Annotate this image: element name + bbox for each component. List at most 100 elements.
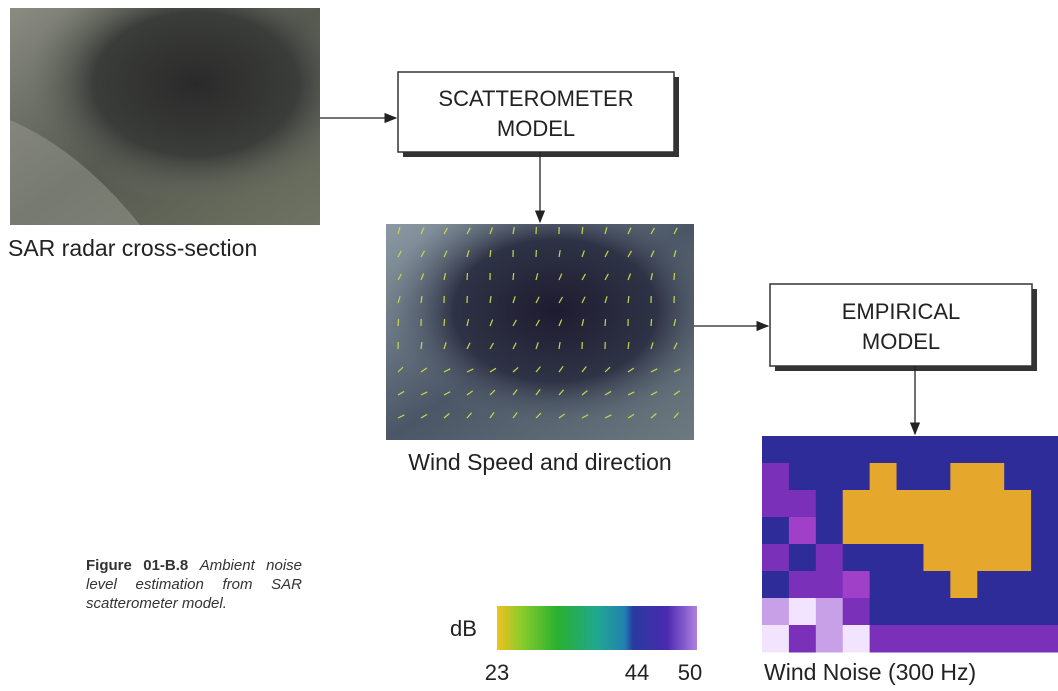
model-label: EMPIRICAL (842, 299, 961, 324)
colorbar-unit: dB (450, 616, 477, 641)
noise-cell (1031, 490, 1058, 518)
noise-cell (977, 571, 1004, 599)
noise-cell (897, 544, 924, 572)
noise-cell (977, 490, 1004, 518)
colorbar-tick: 44 (625, 660, 649, 685)
noise-cell (816, 625, 843, 653)
sar-image (10, 8, 320, 225)
noise-cell (762, 517, 789, 545)
noise-cell (897, 598, 924, 626)
noise-cell (950, 490, 977, 518)
noise-cell (977, 517, 1004, 545)
noise-cell (870, 598, 897, 626)
noise-cell (1004, 571, 1031, 599)
noise-cell (977, 436, 1004, 464)
colorbar (497, 606, 697, 650)
noise-cell (1004, 490, 1031, 518)
noise-cell (762, 490, 789, 518)
noise-cell (977, 598, 1004, 626)
noise-cell (789, 598, 816, 626)
image-caption: SAR radar cross-section (8, 235, 257, 261)
noise-cell (1031, 571, 1058, 599)
image-caption: Wind Speed and direction (408, 449, 671, 475)
noise-cell (789, 517, 816, 545)
wind-vector (605, 319, 606, 326)
noise-cell (843, 436, 870, 464)
noise-cell (1031, 598, 1058, 626)
noise-cell (789, 463, 816, 491)
noise-cell (870, 490, 897, 518)
wind-vector (490, 250, 491, 257)
noise-cell (977, 544, 1004, 572)
noise-cell (762, 571, 789, 599)
noise-cell (897, 517, 924, 545)
noise-cell (816, 598, 843, 626)
noise-cell (1004, 598, 1031, 626)
noise-cell (789, 625, 816, 653)
noise-cell (950, 436, 977, 464)
noise-cell (897, 463, 924, 491)
noise-cell (923, 544, 950, 572)
noise-cell (897, 490, 924, 518)
noise-cell (923, 436, 950, 464)
noise-cell (977, 463, 1004, 491)
noise-cell (789, 436, 816, 464)
diagram-page: SAR radar cross-section SCATTEROMETER MO… (0, 0, 1058, 691)
noise-cell (923, 625, 950, 653)
noise-cell (977, 625, 1004, 653)
noise-cell (1031, 517, 1058, 545)
wind-vector (513, 273, 514, 280)
noise-cell (950, 517, 977, 545)
noise-cell (816, 517, 843, 545)
noise-cell (816, 436, 843, 464)
noise-cell (897, 571, 924, 599)
noise-cell (950, 571, 977, 599)
noise-cell (843, 490, 870, 518)
noise-cell (923, 463, 950, 491)
noise-cell (1004, 544, 1031, 572)
noise-cell (762, 625, 789, 653)
noise-cell (1004, 625, 1031, 653)
noise-map (762, 436, 1058, 653)
noise-cell (1031, 544, 1058, 572)
noise-cell (762, 598, 789, 626)
noise-cell (897, 625, 924, 653)
noise-cell (816, 544, 843, 572)
noise-cell (843, 463, 870, 491)
wind-vector (582, 227, 583, 234)
noise-cell (897, 436, 924, 464)
model-label: MODEL (497, 116, 575, 141)
noise-cell (870, 544, 897, 572)
noise-cell (950, 598, 977, 626)
noise-cell (843, 544, 870, 572)
noise-cell (762, 463, 789, 491)
noise-cell (1004, 463, 1031, 491)
caption-label: Figure 01-B.8 (86, 557, 188, 574)
noise-cell (843, 571, 870, 599)
noise-cell (789, 571, 816, 599)
wind-vector (444, 319, 445, 326)
wind-vector (398, 319, 399, 326)
noise-cell (950, 544, 977, 572)
noise-cell (870, 436, 897, 464)
noise-cell (1004, 436, 1031, 464)
wind-vector (651, 319, 652, 326)
noise-cell (843, 598, 870, 626)
noise-cell (762, 544, 789, 572)
noise-cell (789, 490, 816, 518)
noise-cell (923, 598, 950, 626)
noise-cell (789, 544, 816, 572)
noise-cell (870, 571, 897, 599)
noise-cell (870, 517, 897, 545)
colorbar-tick: 50 (678, 660, 702, 685)
noise-cell (923, 571, 950, 599)
noise-cell (1031, 625, 1058, 653)
noise-cell (923, 490, 950, 518)
noise-cell (950, 625, 977, 653)
noise-cell (816, 490, 843, 518)
noise-cell (1031, 463, 1058, 491)
figure-caption: Figure 01-B.8 Ambient noise level estima… (86, 556, 302, 613)
noise-cell (816, 571, 843, 599)
model-label: SCATTEROMETER (438, 86, 633, 111)
noise-cell (843, 517, 870, 545)
